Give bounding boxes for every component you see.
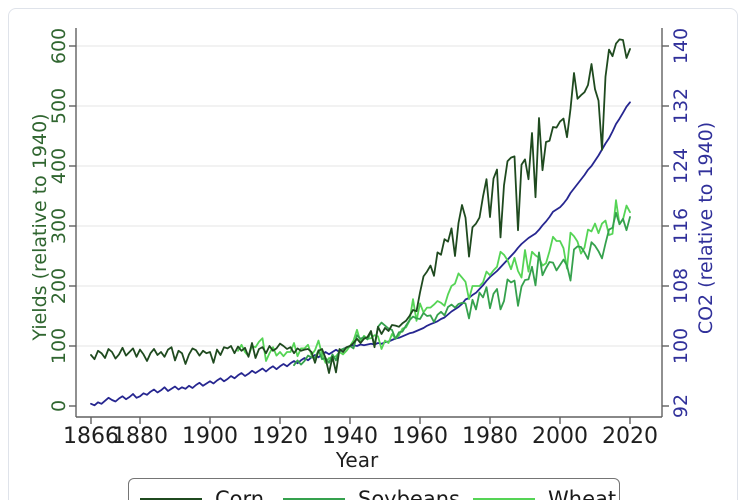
svg-text:1960: 1960 (392, 424, 448, 449)
svg-text:1900: 1900 (182, 424, 238, 449)
svg-text:500: 500 (48, 88, 70, 124)
svg-text:0: 0 (48, 400, 70, 412)
svg-text:1980: 1980 (462, 424, 518, 449)
svg-text:100: 100 (670, 328, 692, 364)
svg-text:2000: 2000 (532, 424, 588, 449)
svg-text:1920: 1920 (252, 424, 308, 449)
legend-label-corn: Corn (215, 486, 265, 500)
svg-text:124: 124 (670, 148, 692, 184)
svg-text:1940: 1940 (322, 424, 378, 449)
wheat-line-sample (473, 497, 535, 500)
legend-label-wheat: Wheat (548, 486, 617, 500)
soybeans-line-sample (283, 497, 345, 500)
svg-text:1880: 1880 (112, 424, 168, 449)
svg-text:132: 132 (670, 88, 692, 124)
svg-text:600: 600 (48, 28, 70, 64)
left-axis-title: Yields (relative to 1940) (29, 113, 51, 341)
x-axis-title: Year (335, 448, 379, 472)
legend-item-corn: Corn (140, 486, 265, 500)
svg-text:300: 300 (48, 208, 70, 244)
svg-text:400: 400 (48, 148, 70, 184)
svg-text:2020: 2020 (602, 424, 658, 449)
svg-text:92: 92 (670, 394, 692, 418)
svg-text:200: 200 (48, 268, 70, 304)
right-axis-title: CO2 (relative to 1940) (695, 121, 717, 335)
svg-text:116: 116 (670, 208, 692, 244)
legend-box: Corn Soybeans Wheat (128, 478, 620, 500)
svg-text:1866: 1866 (63, 424, 119, 449)
legend-item-wheat: Wheat (473, 486, 617, 500)
legend-item-soybeans: Soybeans (283, 486, 460, 500)
svg-text:108: 108 (670, 268, 692, 304)
legend-label-soybeans: Soybeans (358, 486, 460, 500)
svg-text:140: 140 (670, 28, 692, 64)
svg-text:100: 100 (48, 328, 70, 364)
corn-line-sample (140, 497, 202, 500)
